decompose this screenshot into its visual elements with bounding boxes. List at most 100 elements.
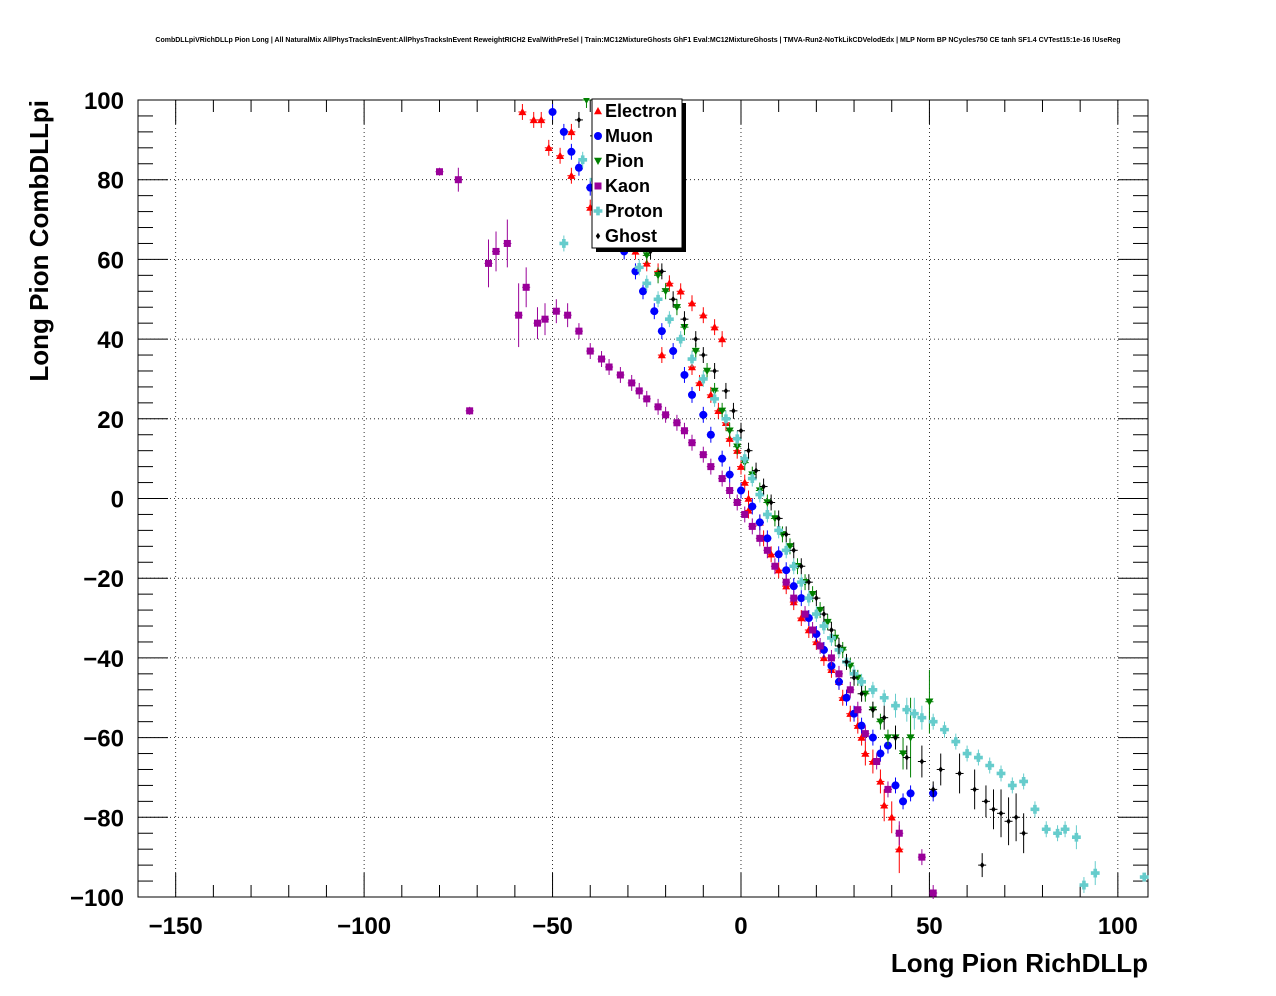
data-point — [723, 387, 729, 395]
data-point — [771, 562, 779, 570]
data-point — [876, 777, 885, 785]
data-point — [781, 545, 791, 555]
data-point — [785, 543, 794, 551]
data-point — [861, 749, 870, 757]
data-point — [1060, 824, 1070, 834]
data-point — [774, 566, 783, 574]
data-point — [819, 621, 829, 631]
y-tick-label: −80 — [83, 805, 124, 832]
data-point — [701, 351, 706, 359]
y-tick-label: −40 — [83, 646, 124, 673]
data-point — [957, 770, 962, 777]
data-point — [823, 618, 832, 627]
data-point — [718, 475, 726, 483]
data-point — [726, 487, 734, 495]
data-point — [844, 658, 849, 666]
data-point — [492, 247, 500, 255]
legend-label: Muon — [605, 126, 653, 146]
y-tick-label: 40 — [97, 327, 124, 354]
data-point — [985, 761, 995, 770]
data-point — [809, 626, 817, 634]
data-point — [748, 522, 756, 530]
data-point — [628, 379, 636, 387]
data-point — [559, 127, 568, 136]
data-point — [827, 654, 835, 662]
data-point — [680, 323, 689, 332]
data-point — [687, 390, 696, 399]
data-point — [710, 323, 719, 331]
data-point — [567, 171, 576, 179]
data-point — [654, 403, 662, 411]
x-tick-label: 50 — [916, 913, 943, 940]
chart-title: CombDLLpiVRichDLLp Pion Long | All Natur… — [155, 37, 1120, 44]
data-point — [564, 311, 572, 319]
data-point — [635, 387, 643, 395]
data-point — [762, 510, 772, 519]
data-point — [1021, 830, 1026, 837]
data-point — [575, 327, 583, 335]
axis-tick-labels: −150 −100 −50 0 50 100 −100 −80 −60 −40 −20 0 20 40 60… — [70, 88, 1138, 940]
data-point — [904, 754, 910, 761]
data-point — [797, 614, 806, 622]
data-point — [887, 813, 896, 821]
data-point — [816, 606, 825, 615]
data-point — [782, 566, 791, 575]
data-point — [518, 107, 527, 116]
data-point — [703, 367, 712, 375]
data-point — [578, 155, 588, 165]
data-point — [991, 806, 996, 813]
data-point — [544, 143, 553, 152]
x-tick-label: 100 — [1098, 913, 1138, 940]
legend-marker — [594, 157, 602, 165]
data-point — [529, 115, 538, 124]
data-point — [741, 510, 749, 518]
data-point — [979, 861, 985, 869]
data-point — [776, 515, 781, 522]
data-point — [1013, 814, 1019, 821]
data-point — [699, 451, 707, 459]
data-point — [859, 690, 864, 697]
data-point — [657, 327, 666, 336]
data-point — [789, 582, 798, 591]
data-point — [1071, 832, 1081, 842]
data-point — [761, 483, 766, 490]
data-point — [891, 701, 900, 711]
data-point — [642, 252, 651, 260]
data-point — [672, 304, 681, 312]
data-point — [1041, 824, 1051, 834]
data-point — [567, 147, 576, 156]
data-point — [774, 550, 783, 559]
data-point — [687, 354, 697, 364]
data-point — [829, 626, 834, 634]
data-point — [731, 407, 736, 415]
data-point — [691, 347, 700, 356]
legend-marker — [593, 206, 603, 216]
y-axis-label: Long Pion CombDLLpi — [24, 100, 54, 382]
data-point — [774, 525, 784, 535]
data-point — [1053, 828, 1062, 838]
data-point — [654, 272, 663, 280]
data-point — [718, 335, 727, 343]
x-tick-label: −100 — [337, 913, 391, 940]
data-point — [503, 239, 511, 247]
data-point — [962, 749, 972, 758]
data-point — [616, 371, 624, 379]
data-point — [484, 259, 492, 267]
data-point — [861, 730, 869, 738]
data-point — [755, 490, 765, 499]
data-point — [899, 797, 908, 806]
data-point — [664, 314, 674, 324]
data-point — [733, 443, 742, 451]
data-point — [983, 798, 989, 805]
data-point — [801, 610, 809, 618]
legend-label: Kaon — [605, 176, 650, 196]
data-point — [586, 347, 594, 355]
data-point — [680, 427, 688, 435]
data-point — [693, 335, 698, 343]
data-point — [673, 419, 681, 427]
data-point — [906, 789, 915, 798]
data-point — [435, 168, 443, 176]
data-point — [755, 518, 764, 527]
data-point — [868, 733, 877, 742]
data-point — [876, 749, 885, 758]
